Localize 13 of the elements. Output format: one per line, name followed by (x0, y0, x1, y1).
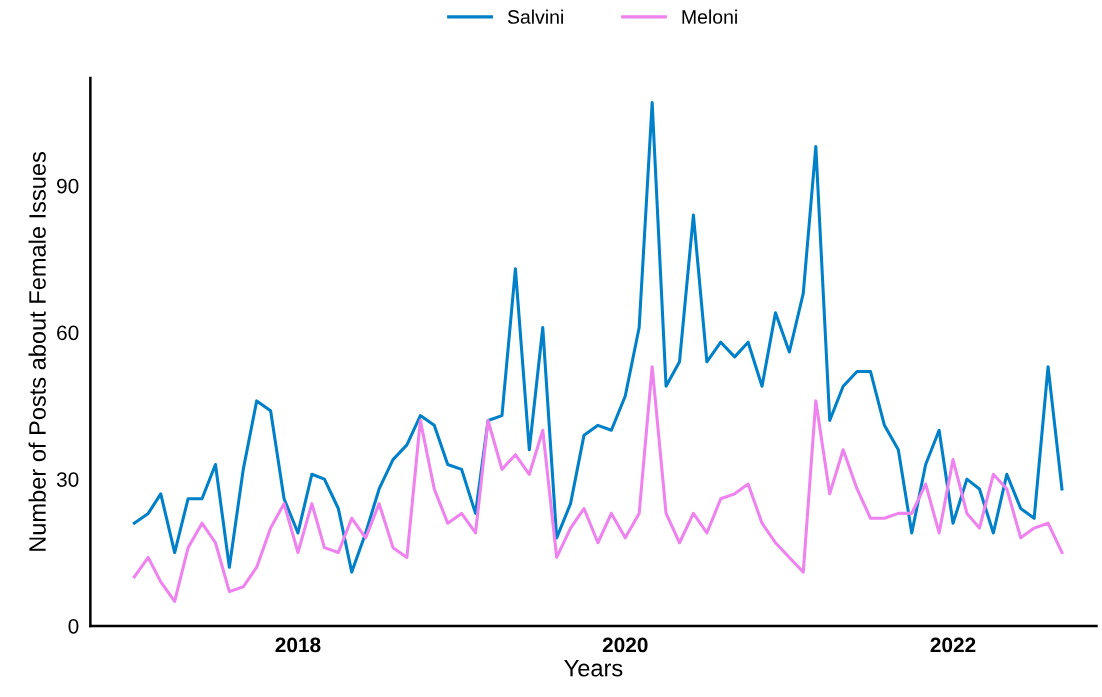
legend-label: Meloni (682, 9, 737, 24)
x-tick-label: 2022 (930, 637, 976, 653)
y-tick-label: 60 (57, 325, 79, 341)
x-tick-label: 2020 (602, 637, 648, 653)
x-axis-title: Years (564, 660, 623, 677)
y-tick-label: 90 (57, 178, 79, 194)
legend-label: Salvini (507, 9, 563, 24)
y-axis-title: Number of Posts about Female Issues (28, 152, 46, 551)
x-tick-label: 2018 (275, 637, 321, 653)
line-series (132, 365, 1064, 603)
y-tick-label: 0 (68, 618, 79, 634)
y-tick-label: 30 (56, 472, 79, 487)
line-series (132, 100, 1064, 574)
